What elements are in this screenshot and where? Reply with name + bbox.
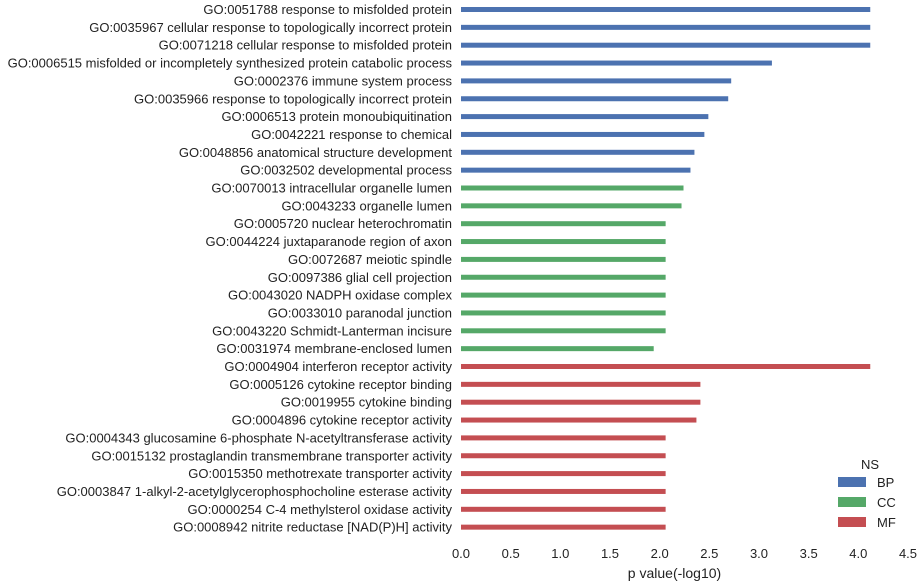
- bar-bp: [461, 131, 705, 137]
- category-label: GO:0032502 developmental process: [240, 163, 452, 178]
- bar-cc: [461, 274, 666, 280]
- legend-swatch-cc: [838, 497, 866, 507]
- bar-mf: [461, 471, 666, 477]
- bar-bp: [461, 24, 871, 30]
- category-labels: GO:0051788 response to misfolded protein…: [8, 2, 453, 535]
- category-label: GO:0042221 response to chemical: [251, 127, 452, 142]
- legend-title: NS: [861, 457, 879, 472]
- category-label: GO:0072687 meiotic spindle: [288, 252, 452, 267]
- category-label: GO:0035967 cellular response to topologi…: [89, 20, 452, 35]
- category-label: GO:0035966 response to topologically inc…: [134, 91, 452, 106]
- bar-bp: [461, 114, 709, 120]
- bar-cc: [461, 292, 666, 298]
- bar-bp: [461, 7, 871, 12]
- x-tick-label: 1.5: [601, 546, 619, 561]
- x-tick-label: 3.0: [750, 546, 768, 561]
- category-label: GO:0006513 protein monoubiquitination: [221, 109, 452, 124]
- bar-cc: [461, 203, 682, 209]
- category-label: GO:0015132 prostaglandin transmembrane t…: [91, 448, 452, 463]
- bar-cc: [461, 256, 666, 262]
- bar-bp: [461, 149, 695, 155]
- category-label: GO:0005720 nuclear heterochromatin: [234, 216, 452, 231]
- category-label: GO:0043233 organelle lumen: [281, 198, 452, 213]
- category-label: GO:0019955 cytokine binding: [281, 395, 452, 410]
- category-label: GO:0051788 response to misfolded protein: [203, 2, 452, 17]
- category-label: GO:0033010 paranodal junction: [268, 305, 452, 320]
- bar-mf: [461, 506, 666, 512]
- category-label: GO:0015350 methotrexate transporter acti…: [188, 466, 452, 481]
- x-tick-label: 3.5: [800, 546, 818, 561]
- category-label: GO:0003847 1-alkyl-2-acetylglycerophosph…: [57, 484, 453, 499]
- bar-cc: [461, 310, 666, 316]
- bar-bp: [461, 42, 871, 48]
- bar-mf: [461, 399, 701, 405]
- x-axis: 0.0 0.5 1.0 1.5 2.0 2.5 3.0 3.5 4.0 4.5: [452, 546, 917, 561]
- category-label: GO:0005126 cytokine receptor binding: [229, 377, 452, 392]
- legend: NS BP CC MF: [838, 457, 896, 530]
- x-axis-label: p value(-log10): [628, 565, 721, 581]
- bar-mf: [461, 417, 697, 423]
- legend-swatch-bp: [838, 477, 866, 487]
- x-tick-label: 4.5: [899, 546, 917, 561]
- category-label: GO:0004896 cytokine receptor activity: [232, 413, 453, 428]
- category-label: GO:0000254 C-4 methylsterol oxidase acti…: [188, 502, 453, 517]
- category-label: GO:0071218 cellular response to misfolde…: [159, 38, 452, 53]
- bar-mf: [461, 364, 871, 369]
- bar-cc: [461, 185, 684, 191]
- bar-cc: [461, 328, 666, 334]
- bar-bp: [461, 96, 729, 102]
- category-label: GO:0043020 NADPH oxidase complex: [228, 288, 453, 303]
- x-tick-label: 0.0: [452, 546, 470, 561]
- bar-mf: [461, 453, 666, 459]
- bar-mf: [461, 435, 666, 441]
- bar-bp: [461, 60, 772, 66]
- bar-mf: [461, 488, 666, 494]
- bar-mf: [461, 381, 701, 387]
- category-label: GO:0006515 misfolded or incompletely syn…: [8, 56, 453, 71]
- category-label: GO:0002376 immune system process: [234, 73, 453, 88]
- x-tick-label: 4.0: [849, 546, 867, 561]
- x-tick-label: 1.0: [551, 546, 569, 561]
- bar-mf: [461, 524, 666, 530]
- x-tick-label: 2.5: [700, 546, 718, 561]
- category-label: GO:0044224 juxtaparanode region of axon: [206, 234, 452, 249]
- bar-bp: [461, 78, 732, 84]
- bar-cc: [461, 239, 666, 245]
- bar-bp: [461, 167, 691, 173]
- category-label: GO:0031974 membrane-enclosed lumen: [216, 341, 452, 356]
- legend-label-bp: BP: [877, 475, 894, 490]
- legend-label-mf: MF: [877, 515, 896, 530]
- category-label: GO:0004904 interferon receptor activity: [224, 359, 452, 374]
- x-tick-label: 2.0: [651, 546, 669, 561]
- legend-swatch-mf: [838, 517, 866, 527]
- category-label: GO:0004343 glucosamine 6-phosphate N-ace…: [65, 430, 452, 445]
- category-label: GO:0043220 Schmidt-Lanterman incisure: [212, 323, 452, 338]
- bar-cc: [461, 346, 654, 352]
- legend-label-cc: CC: [877, 495, 896, 510]
- bars-layer: [461, 7, 871, 530]
- category-label: GO:0048856 anatomical structure developm…: [179, 145, 453, 160]
- category-label: GO:0070013 intracellular organelle lumen: [211, 181, 452, 196]
- category-label: GO:0008942 nitrite reductase [NAD(P)H] a…: [173, 520, 452, 535]
- x-tick-label: 0.5: [502, 546, 520, 561]
- bar-cc: [461, 221, 666, 227]
- category-label: GO:0097386 glial cell projection: [268, 270, 452, 285]
